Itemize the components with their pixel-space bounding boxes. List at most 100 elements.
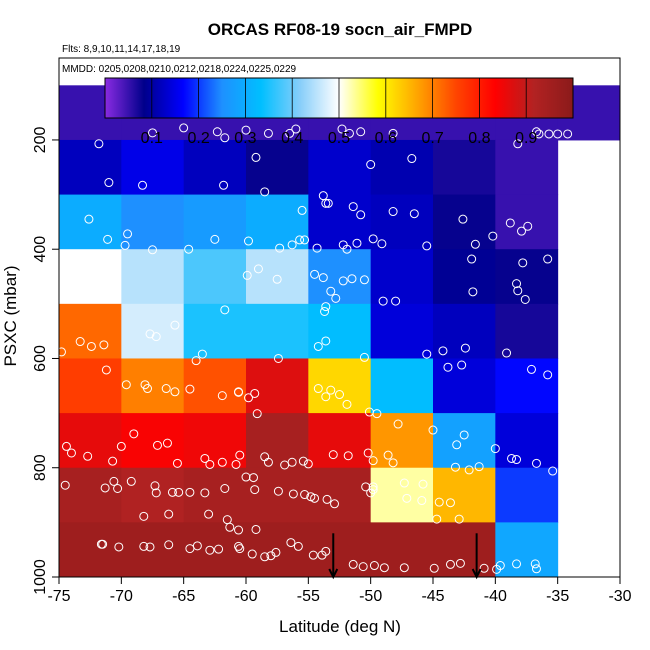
heatmap-cell: [495, 249, 559, 305]
heatmap-cell: [246, 249, 309, 305]
colorbar-tick-label: 0.2: [187, 130, 209, 147]
heatmap-cell: [183, 413, 247, 469]
observation-marker: [363, 448, 373, 458]
observation-marker: [220, 305, 230, 315]
observation-marker: [248, 473, 258, 483]
observation-marker: [417, 496, 427, 506]
colorbar-tick-label: 0.1: [141, 130, 163, 147]
observation-marker: [138, 180, 148, 190]
observation-marker: [383, 450, 393, 460]
observation-marker: [121, 380, 131, 390]
observation-marker: [563, 129, 573, 139]
observation-marker: [544, 129, 554, 139]
colorbar-tick-label: 0.5: [328, 130, 350, 147]
observation-marker: [86, 272, 96, 282]
observation-marker: [518, 258, 528, 268]
heatmap-cell: [183, 249, 247, 305]
heatmap-cell: [246, 358, 309, 414]
heatmap-cell: [183, 358, 247, 414]
observation-marker: [86, 341, 96, 351]
observation-marker: [162, 438, 172, 448]
observation-marker: [352, 238, 362, 248]
observation-marker: [295, 235, 305, 245]
observation-marker: [523, 221, 533, 231]
observation-marker: [219, 180, 229, 190]
observation-marker: [531, 127, 541, 137]
observation-marker: [331, 293, 341, 303]
observation-marker: [185, 487, 195, 497]
observation-marker: [260, 552, 270, 562]
observation-marker: [272, 274, 282, 284]
observation-marker: [251, 524, 261, 534]
colorbar-tick-label: 0.8: [468, 130, 490, 147]
observation-marker: [145, 542, 155, 552]
observation-marker: [368, 456, 378, 466]
heatmap-cell: [495, 467, 559, 523]
observation-marker: [342, 244, 352, 254]
y-tick-label: 200: [32, 127, 49, 154]
observation-marker: [139, 541, 149, 551]
observation-marker: [253, 264, 263, 274]
observation-marker: [347, 274, 357, 284]
x-tick-label: -65: [172, 588, 195, 605]
heatmap-cell: [59, 413, 122, 469]
observation-marker: [531, 458, 541, 468]
observation-marker: [313, 341, 323, 351]
x-tick-label: -75: [47, 588, 70, 605]
heatmap-cell: [433, 413, 496, 469]
observation-marker: [214, 544, 224, 554]
observation-marker: [161, 384, 171, 394]
heatmap-cell: [121, 194, 185, 250]
plot-frame: [58, 57, 621, 578]
observation-marker: [326, 286, 336, 296]
observation-marker: [220, 483, 230, 493]
observation-marker: [293, 541, 303, 551]
observation-marker: [273, 353, 283, 363]
observation-marker: [343, 451, 353, 461]
observation-marker: [534, 129, 544, 139]
heatmap-cells: [59, 85, 621, 578]
x-axis-label: Latitude (deg N): [279, 617, 401, 636]
observation-marker: [191, 356, 201, 366]
heatmap-cell: [183, 139, 247, 196]
observation-marker: [321, 392, 331, 402]
flights-label: Flts: 8,9,10,11,14,17,18,19: [62, 44, 181, 55]
observation-marker: [457, 360, 467, 370]
observation-marker: [260, 187, 270, 197]
observation-marker: [210, 234, 220, 244]
observation-marker: [310, 269, 320, 279]
observation-marker: [61, 441, 71, 451]
observation-marker: [378, 296, 388, 306]
observation-marker: [73, 262, 83, 272]
observation-marker: [513, 286, 523, 296]
observation-marker: [271, 547, 281, 557]
heatmap-cell: [433, 303, 496, 359]
observation-marker: [235, 544, 245, 554]
observation-marker: [56, 347, 66, 357]
observation-marker: [452, 440, 462, 450]
observation-marker: [101, 365, 111, 375]
heatmap-cell: [308, 522, 372, 578]
observation-marker: [164, 509, 174, 519]
observation-marker: [543, 254, 553, 264]
heatmap-cell: [183, 194, 247, 250]
observation-marker: [388, 458, 398, 468]
heatmap-cell: [433, 522, 496, 578]
observation-marker: [356, 127, 366, 137]
observation-marker: [250, 388, 260, 398]
x-tick-label: -50: [359, 588, 382, 605]
observation-marker: [450, 462, 460, 472]
observation-marker: [129, 429, 139, 439]
observation-marker: [126, 476, 136, 486]
y-tick-label: 400: [32, 236, 49, 263]
observation-marker: [66, 448, 76, 458]
heatmap-cell: [433, 139, 496, 196]
y-tick-label: 1000: [32, 559, 49, 595]
heatmap-cell: [59, 467, 122, 523]
observation-marker: [250, 485, 260, 495]
heatmap-cell: [370, 358, 434, 414]
observation-marker: [300, 235, 310, 245]
observation-marker: [520, 294, 530, 304]
observation-marker: [543, 370, 553, 380]
observation-marker: [402, 493, 412, 503]
